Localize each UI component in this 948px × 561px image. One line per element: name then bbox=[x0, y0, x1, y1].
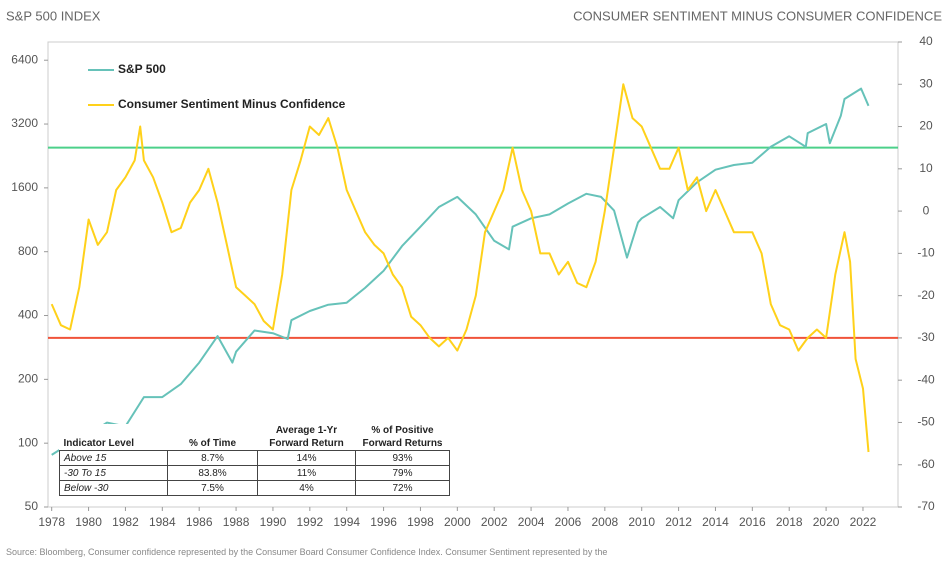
y2-tick-label: -40 bbox=[917, 372, 935, 386]
x-tick-label: 2008 bbox=[591, 515, 618, 529]
y-tick-label: 100 bbox=[18, 435, 38, 449]
x-tick-label: 2020 bbox=[813, 515, 840, 529]
x-tick-label: 2000 bbox=[444, 515, 471, 529]
column-header: Indicator Level bbox=[59, 424, 168, 451]
table-header: Indicator Level% of Time Average 1-Yr For… bbox=[59, 424, 450, 451]
x-tick-label: 1992 bbox=[296, 515, 323, 529]
y2-tick-label: 0 bbox=[923, 203, 930, 217]
table-cell: 72% bbox=[355, 480, 450, 496]
x-tick-label: 1978 bbox=[38, 515, 65, 529]
series-line bbox=[51, 87, 870, 456]
y2-title: CONSUMER SENTIMENT MINUS CONSUMER CONFID… bbox=[573, 8, 942, 23]
x-tick-label: 2010 bbox=[628, 515, 655, 529]
x-tick-label: 2018 bbox=[776, 515, 803, 529]
table-cell: 7.5% bbox=[167, 480, 258, 496]
y-tick-label: 200 bbox=[18, 372, 38, 386]
x-tick-label: 1990 bbox=[260, 515, 287, 529]
x-tick-label: 2006 bbox=[555, 515, 582, 529]
source-note: Source: Bloomberg, Consumer confidence r… bbox=[6, 547, 608, 557]
y-tick-label: 800 bbox=[18, 244, 38, 258]
x-tick-label: 1994 bbox=[333, 515, 360, 529]
chart-title: S&P 500 INDEX bbox=[6, 8, 101, 23]
x-tick-label: 1986 bbox=[186, 515, 213, 529]
x-tick-label: 1982 bbox=[112, 515, 139, 529]
x-tick-label: 1996 bbox=[370, 515, 397, 529]
y2-tick-label: -30 bbox=[917, 330, 935, 344]
table-cell: 93% bbox=[355, 450, 450, 466]
table-row: Below -30 7.5% 4% 72% bbox=[59, 480, 450, 496]
table-cell: 83.8% bbox=[167, 465, 258, 481]
y2-tick-label: 30 bbox=[919, 76, 933, 90]
x-tick-label: 1998 bbox=[407, 515, 434, 529]
x-tick-label: 1988 bbox=[223, 515, 250, 529]
column-header: % of Positive Forward Returns bbox=[355, 424, 450, 451]
y2-tick-label: -10 bbox=[917, 246, 935, 260]
table-cell: 8.7% bbox=[167, 450, 258, 466]
column-header: Average 1-Yr Forward Return bbox=[257, 424, 356, 451]
y2-tick-label: -20 bbox=[917, 288, 935, 302]
y2-tick-label: 10 bbox=[919, 161, 933, 175]
table-cell: Above 15 bbox=[59, 450, 168, 466]
x-tick-label: 2002 bbox=[481, 515, 508, 529]
y2-tick-label: 40 bbox=[919, 34, 933, 48]
x-tick-label: 2014 bbox=[702, 515, 729, 529]
column-header: % of Time bbox=[167, 424, 258, 451]
series-line bbox=[50, 83, 870, 453]
x-tick-label: 2016 bbox=[739, 515, 766, 529]
plot-frame bbox=[47, 41, 899, 508]
x-tick-label: 2022 bbox=[850, 515, 877, 529]
legend-label: Consumer Sentiment Minus Confidence bbox=[118, 97, 346, 111]
y2-tick-label: -50 bbox=[917, 415, 935, 429]
table-cell: 11% bbox=[257, 465, 356, 481]
x-tick-label: 1980 bbox=[75, 515, 102, 529]
table-row: -30 To 15 83.8% 11% 79% bbox=[59, 465, 450, 481]
y-tick-label: 50 bbox=[25, 499, 39, 513]
table-cell: Below -30 bbox=[59, 480, 168, 496]
x-tick-label: 2004 bbox=[518, 515, 545, 529]
table-row: Above 15 8.7% 14% 93% bbox=[59, 450, 450, 466]
table-cell: 79% bbox=[355, 465, 450, 481]
y2-tick-label: 20 bbox=[919, 119, 933, 133]
x-tick-label: 2012 bbox=[665, 515, 692, 529]
table-cell: -30 To 15 bbox=[59, 465, 168, 481]
stats-table: Indicator Level% of Time Average 1-Yr For… bbox=[59, 424, 450, 496]
legend-label: S&P 500 bbox=[118, 62, 166, 76]
table-cell: 4% bbox=[257, 480, 356, 496]
y-tick-label: 6400 bbox=[11, 52, 38, 66]
x-tick-label: 1984 bbox=[149, 515, 176, 529]
table-cell: 14% bbox=[257, 450, 356, 466]
y-tick-label: 400 bbox=[18, 308, 38, 322]
y-tick-label: 3200 bbox=[11, 116, 38, 130]
y2-tick-label: -60 bbox=[917, 457, 935, 471]
y-tick-label: 1600 bbox=[11, 180, 38, 194]
y2-tick-label: -70 bbox=[917, 499, 935, 513]
